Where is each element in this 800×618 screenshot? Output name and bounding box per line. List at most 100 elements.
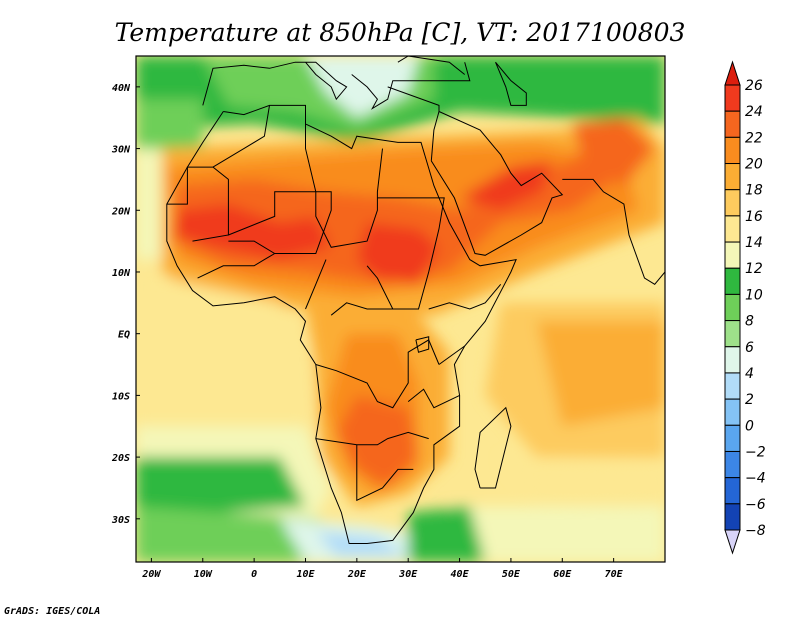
colorbar-swatch [724,267,741,295]
lat-tick-label: 30N [111,145,131,156]
colorbar-level-label: −4 [745,471,766,487]
lat-tick-label: 10S [112,391,130,402]
colorbar-level-label: −8 [745,523,766,539]
colorbar-swatch [724,503,741,531]
coastline-segment [407,388,460,409]
lon-tick-label: 70E [605,569,624,580]
longitude-axis: 20W 10W 0 10E 20E 30E 40E 50E 60E 70E [141,558,624,580]
colorbar-level-label: 0 [745,418,754,434]
temperature-region [136,457,306,519]
colorbar-swatch [724,346,741,374]
temperature-region [459,160,552,211]
temperature-region [449,506,665,562]
colorbar-level-label: 20 [745,157,763,173]
colorbar-level-label: 18 [745,183,763,199]
colorbar-swatch [724,110,741,138]
colorbar-level-label: 24 [745,104,763,120]
colorbar-swatch [724,84,741,112]
temperature-region [136,148,167,260]
colorbar-level-label: 2 [745,392,754,408]
coastline-segment [305,123,317,192]
colorbar-level-label: 10 [745,287,763,303]
temperature-region [572,117,655,186]
temperature-field [136,56,665,562]
lat-tick-label: 10N [112,268,131,279]
lon-tick-label: 20W [141,569,161,580]
colorbar-swatch [724,293,741,322]
colorbar-level-label: 6 [745,340,754,356]
coastline-segment [202,61,348,106]
lon-tick-label: 60E [553,569,572,580]
colorbar-swatch [724,372,741,400]
coastline-segment [315,148,383,248]
colorbar-level-label: 26 [745,78,763,94]
coastline-segment [315,431,429,446]
lat-tick-label: 20N [111,206,131,217]
lon-tick-label: 40E [451,569,470,580]
coastline-segment [415,336,430,353]
colorbar-level-label: −2 [745,444,766,460]
lon-tick-label: 10E [296,569,315,580]
lon-tick-label: 10W [194,569,213,580]
lon-tick-label: 30E [398,569,418,580]
coastline-segment [366,197,445,310]
credit-label: GrADS: IGES/COLA [4,606,100,617]
lon-tick-label: 0 [251,569,257,580]
colorbar-swatch [724,320,741,348]
coastline-segment [397,56,466,75]
colorbar-bottom-arrow [724,529,741,555]
lat-tick-label: 40N [112,83,131,94]
colorbar-swatch [724,215,741,243]
temperature-region [136,272,306,458]
lat-tick-label: 20S [111,453,130,464]
coastline-segment [474,406,512,489]
colorbar-level-label: 8 [745,314,754,330]
coastline-segment [387,86,440,112]
colorbar-level-label: 22 [745,130,763,146]
coastline-segment [428,283,502,310]
lat-tick-label: EQ [118,330,130,341]
colorbar-swatch [724,163,741,191]
colorbar-swatch [724,424,741,452]
coastline-segment [305,259,327,310]
map-frame [135,55,666,563]
latitude-axis: 40N 30N 20N 10N EQ 10S 20S 30S [111,83,140,526]
coastline-segment [197,253,275,279]
coastline-segment [315,339,440,409]
colorbar-level-label: −6 [745,497,766,513]
coastline-segment [212,105,270,168]
colorbar-swatch [724,477,741,505]
lat-tick-label: 30S [111,515,130,526]
coastline-segment [495,61,527,106]
coastline-segment [562,178,665,285]
coastline-segment [330,302,393,316]
temperature-region [536,321,665,427]
colorbar-swatch [724,450,741,479]
colorbar-swatch [724,136,741,165]
map-title: Temperature at 850hPa [C], VT: 201710080… [115,18,686,47]
colorbar-level-label: 14 [745,235,763,251]
colorbar-level-label: 16 [745,209,763,225]
colorbar-swatch [724,241,741,269]
coastline-segment [166,104,517,544]
coastline-segment [430,110,564,256]
temperature-region [356,222,439,285]
coastline-segment [351,62,471,110]
coastline-segment [438,345,465,365]
temperature-region [172,204,332,260]
colorbar-top-arrow [724,60,741,86]
temperature-region [408,506,486,562]
colorbar-swatch [724,189,741,217]
temperature-region [305,56,419,118]
colorbar-level-label: 12 [745,261,763,277]
lon-tick-label: 50E [502,569,521,580]
coastline-segment [228,191,332,254]
colorbar-swatch [724,398,741,426]
temperature-region [500,457,665,507]
temperature-map: 40N 30N 20N 10N EQ 10S 20S 30S 20W 10W 0 10E 20E 30E… [111,55,666,580]
coastlines [166,56,665,544]
coastline-segment [356,444,414,502]
colorbar-level-label: 4 [745,366,754,382]
